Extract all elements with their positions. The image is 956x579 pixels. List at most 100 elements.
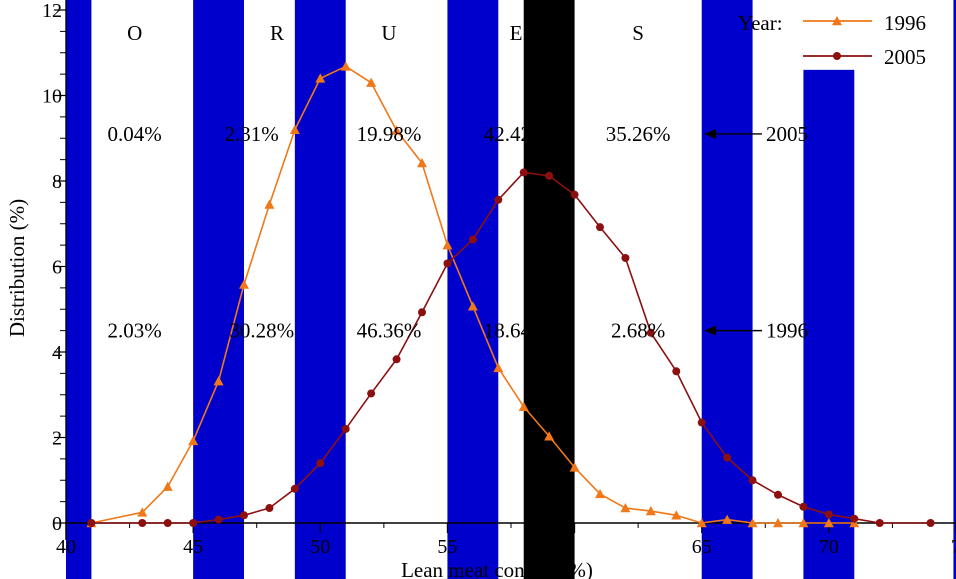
x-axis-label: Lean meat content (%) — [401, 558, 593, 579]
series-2005-point — [138, 519, 147, 527]
share-label-2005-1: 2.31% — [225, 122, 279, 146]
series-2005-point — [748, 476, 757, 485]
share-label-1996-1: 30.28% — [229, 319, 294, 343]
series-1996-point — [747, 518, 758, 528]
series-1996-point — [645, 506, 656, 516]
series-1996-point — [188, 435, 199, 446]
series-2005-point — [545, 171, 554, 180]
series-1996-point — [569, 462, 580, 472]
series-layer — [86, 61, 935, 528]
share-label-1996-0: 2.03% — [108, 319, 162, 343]
series-2005-point — [519, 168, 528, 177]
series-1996-line — [91, 65, 855, 524]
series-1996-point — [798, 518, 809, 528]
legend-marker-2005 — [833, 52, 841, 60]
legend-label-2005: 2005 — [884, 45, 926, 69]
x-tick-label-3: 55 — [437, 536, 457, 558]
band-1 — [193, 0, 244, 579]
band-4 — [523, 0, 575, 579]
legend-label-1996: 1996 — [884, 11, 926, 35]
series-2005-point — [621, 253, 630, 262]
series-1996-point — [544, 431, 555, 441]
series-2005-point — [799, 502, 808, 511]
legend: Year: 1996 2005 — [738, 11, 926, 69]
series-2005-point — [926, 519, 935, 527]
series-2005-point — [646, 328, 655, 337]
arrow-label-1996: 1996 — [766, 319, 808, 343]
y-tick-label-6: 12 — [42, 0, 62, 22]
share-label-2005-3: 42.42% — [484, 122, 549, 146]
class-label-U: U — [381, 21, 396, 45]
band-3 — [447, 0, 499, 579]
series-2005-point — [367, 389, 376, 398]
series-2005-point — [723, 453, 732, 462]
series-1996-point — [442, 240, 453, 250]
x-tick-label-2: 50 — [310, 536, 330, 558]
series-1996-point — [289, 124, 300, 134]
band-0 — [66, 0, 92, 579]
x-tick-label-5: 65 — [692, 536, 712, 558]
series-1996-point — [823, 518, 834, 528]
legend-marker-1996 — [832, 16, 842, 26]
share-label-1996-2: 46.36% — [357, 319, 422, 343]
share-label-1996-4: 2.68% — [611, 319, 665, 343]
series-1996-point — [696, 518, 707, 528]
y-tick-label-4: 8 — [52, 171, 62, 193]
y-tick-label-1: 2 — [52, 428, 62, 450]
class-label-S: S — [632, 21, 644, 45]
series-2005-point — [316, 459, 325, 468]
y-tick-label-2: 4 — [52, 342, 62, 364]
legend-title: Year: — [738, 11, 783, 35]
band-6 — [803, 69, 855, 579]
y-axis-label: Distribution (%) — [5, 199, 29, 337]
series-1996-point — [340, 61, 351, 71]
class-label-R: R — [270, 21, 284, 45]
arrow-head-2005 — [704, 128, 716, 139]
series-1996-point — [671, 510, 682, 520]
series-2005-point — [189, 519, 198, 527]
series-1996-point — [239, 279, 249, 289]
series-1996-point — [620, 503, 631, 513]
series-2005-point — [570, 190, 579, 199]
series-2005-point — [850, 514, 859, 523]
series-2005-point — [163, 519, 172, 527]
band-2 — [294, 0, 346, 579]
series-1996-point — [493, 362, 504, 373]
series-2005-point — [418, 308, 426, 317]
series-1996-point — [137, 507, 148, 517]
annotation-layer: O R U E S 0.04% 2.31% 19.98% 42.42% 35.26% 2005 2.0… — [108, 21, 808, 343]
series-2005-point — [824, 510, 833, 519]
series-1996-point — [391, 125, 402, 135]
x-tick-label-1: 45 — [183, 536, 203, 558]
share-label-2005-4: 35.26% — [606, 122, 671, 146]
band-5 — [701, 0, 753, 579]
series-2005-point — [290, 484, 299, 493]
series-2005-point — [672, 367, 681, 376]
class-bands — [66, 0, 956, 579]
band-7 — [953, 0, 956, 579]
series-1996-point — [722, 514, 733, 524]
arrow-head-1996 — [704, 325, 716, 336]
class-label-O: O — [127, 21, 142, 45]
series-2005-point — [875, 519, 884, 527]
series-2005-point — [240, 511, 248, 520]
series-1996-point — [213, 376, 224, 386]
series-2005-point — [443, 259, 452, 268]
series-1996-point — [518, 401, 529, 411]
series-2005-point — [341, 424, 350, 433]
x-tick-label-6: 70 — [819, 536, 839, 558]
y-tick-label-0: 0 — [52, 513, 62, 535]
series-2005-point — [596, 223, 604, 232]
y-tick-label-5: 10 — [42, 86, 62, 108]
series-1996-point — [264, 199, 275, 209]
series-2005-point — [697, 418, 706, 427]
y-tick-label-3: 6 — [52, 257, 62, 279]
series-1996-point — [773, 518, 783, 528]
share-label-1996-3: 18.64% — [484, 319, 549, 343]
arrow-label-2005: 2005 — [766, 122, 808, 146]
series-1996-point — [467, 301, 478, 311]
series-1996-point — [315, 73, 326, 83]
series-1996-point — [417, 158, 427, 168]
series-1996-point — [595, 488, 605, 499]
